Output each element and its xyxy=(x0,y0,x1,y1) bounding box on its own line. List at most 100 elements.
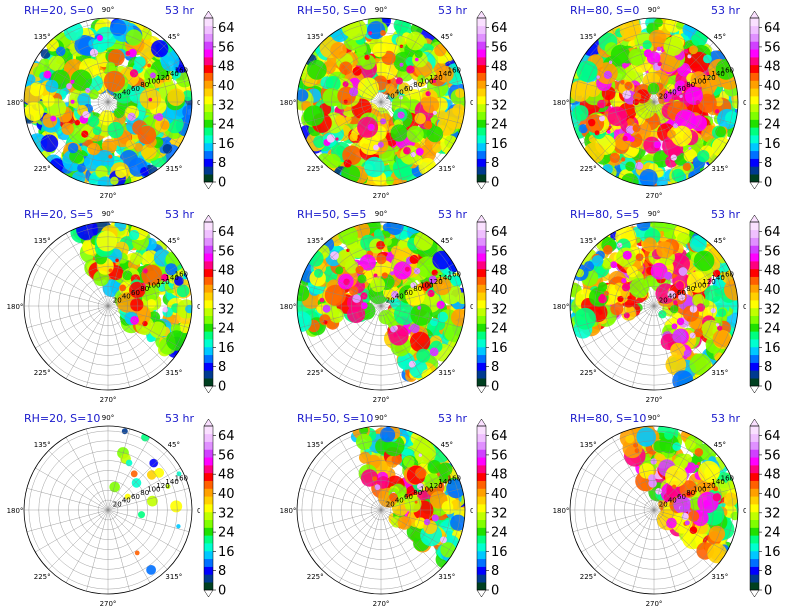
radial-tick-label: 120 xyxy=(702,278,715,286)
angle-tick-label: 315° xyxy=(711,573,728,581)
colorbar: 0 8 16 24 32 40 48 56 64 xyxy=(476,214,508,395)
radial-tick-label: 160 xyxy=(448,66,461,74)
colorbar-swatch xyxy=(477,80,486,89)
colorbar-tick-label: 32 xyxy=(491,302,508,317)
colorbar-swatch xyxy=(750,18,759,27)
panel-title: RH=80, S=5 xyxy=(570,208,640,221)
angle-tick-label: 315° xyxy=(438,573,455,581)
colorbar-swatch xyxy=(204,315,213,324)
angle-tick-label: 225° xyxy=(580,165,597,173)
angle-tick-label: 0° xyxy=(197,99,200,107)
colorbar-tick-label: 32 xyxy=(218,302,235,317)
radial-tick-label: 80 xyxy=(140,489,149,497)
colorbar-swatch xyxy=(204,550,213,560)
colorbar-swatch xyxy=(477,25,486,34)
colorbar-swatch xyxy=(204,222,213,231)
colorbar-swatch xyxy=(204,300,213,309)
radial-tick-label: 80 xyxy=(413,489,422,497)
radial-tick-label: 80 xyxy=(140,81,149,89)
angle-tick-label: 90° xyxy=(375,210,387,218)
colorbar-swatch xyxy=(477,127,486,136)
radial-tick-label: 80 xyxy=(686,81,695,89)
colorbar-swatch xyxy=(477,504,486,513)
colorbar-swatch xyxy=(477,496,486,505)
colorbar-swatch xyxy=(477,111,486,120)
colorbar-tick-label: 16 xyxy=(218,341,235,356)
angle-tick-label: 0° xyxy=(197,507,200,515)
colorbar-extend-min xyxy=(749,181,760,190)
colorbar-swatch xyxy=(477,166,486,175)
radial-tick-label: 120 xyxy=(156,278,169,286)
colorbar-swatch xyxy=(204,111,213,120)
radial-tick-label: 160 xyxy=(175,270,188,278)
colorbar-swatch xyxy=(750,550,759,560)
angle-tick-label: 0° xyxy=(743,507,746,515)
colorbar-swatch xyxy=(204,292,213,301)
colorbar-swatch xyxy=(204,354,213,363)
colorbar-extend-min xyxy=(476,181,487,190)
colorbar-swatch xyxy=(750,339,759,348)
radial-tick-label: 40 xyxy=(668,89,677,97)
angle-tick-label: 90° xyxy=(375,414,387,422)
colorbar-tick-label: 40 xyxy=(491,283,508,298)
angle-tick-label: 270° xyxy=(646,192,663,200)
colorbar-tick-label: 48 xyxy=(764,468,781,483)
colorbar-tick-label: 24 xyxy=(491,526,508,541)
colorbar-tick-label: 56 xyxy=(764,40,781,55)
colorbar-swatch xyxy=(750,103,759,113)
colorbar-swatch xyxy=(477,245,486,254)
colorbar-tick-label: 16 xyxy=(764,341,781,356)
angle-tick-label: 225° xyxy=(307,369,324,377)
radial-tick-label: 160 xyxy=(721,474,734,482)
angle-tick-label: 45° xyxy=(441,237,453,245)
colorbar-swatch xyxy=(477,582,486,591)
colorbar-tick-label: 48 xyxy=(218,468,235,483)
angle-tick-label: 225° xyxy=(34,369,51,377)
angle-tick-label: 315° xyxy=(438,369,455,377)
colorbar-tick-label: 0 xyxy=(764,380,772,395)
angle-tick-label: 225° xyxy=(34,573,51,581)
colorbar-swatch xyxy=(204,96,213,105)
colorbar-swatch xyxy=(750,472,759,481)
colorbar-swatch xyxy=(204,41,213,50)
colorbar-tick-label: 24 xyxy=(491,322,508,337)
radial-tick-label: 80 xyxy=(686,489,695,497)
radial-tick-label: 140 xyxy=(438,478,451,486)
colorbar-swatch xyxy=(750,158,759,167)
colorbar-swatch xyxy=(477,378,486,387)
radial-tick-label: 60 xyxy=(677,289,686,297)
colorbar-extend-min xyxy=(203,385,214,394)
colorbar-swatch xyxy=(750,276,759,285)
colorbar-extend-max xyxy=(203,10,214,19)
angle-tick-label: 45° xyxy=(714,237,726,245)
colorbar-tick-label: 24 xyxy=(764,526,781,541)
colorbar-tick-label: 48 xyxy=(491,264,508,279)
colorbar-swatch xyxy=(204,237,213,246)
colorbar-tick-label: 16 xyxy=(764,137,781,152)
colorbar-swatch xyxy=(204,378,213,387)
panel-title: RH=50, S=10 xyxy=(297,412,374,425)
colorbar: 0 8 16 24 32 40 48 56 64 xyxy=(476,418,508,599)
radial-tick-label: 160 xyxy=(175,66,188,74)
polar-panel: RH=50, S=10 53 hr 20 40 60 80 100 120 140 160 90° 4… xyxy=(273,408,535,612)
radial-tick-label: 140 xyxy=(438,70,451,78)
colorbar-swatch xyxy=(750,41,759,50)
radial-tick-label: 40 xyxy=(122,293,131,301)
radial-tick-label: 140 xyxy=(165,478,178,486)
colorbar-swatch xyxy=(750,25,759,34)
colorbar-swatch xyxy=(477,426,486,435)
polar-panel: RH=80, S=5 53 hr 20 40 60 80 100 120 140 160 90° 45… xyxy=(546,204,785,408)
polar-panel: RH=20, S=0 53 hr 20 40 60 80 100 120 140 160 90° 45… xyxy=(0,0,262,204)
colorbar-swatch xyxy=(204,331,213,340)
radial-tick-label: 100 xyxy=(693,78,706,86)
colorbar-swatch xyxy=(750,527,759,536)
colorbar-tick-label: 56 xyxy=(491,40,508,55)
radial-tick-label: 140 xyxy=(711,70,724,78)
polar-grid xyxy=(569,425,739,595)
colorbar-swatch xyxy=(477,566,486,575)
angle-tick-label: 0° xyxy=(470,507,473,515)
colorbar-swatch xyxy=(750,57,759,66)
colorbar-swatch xyxy=(204,488,213,497)
